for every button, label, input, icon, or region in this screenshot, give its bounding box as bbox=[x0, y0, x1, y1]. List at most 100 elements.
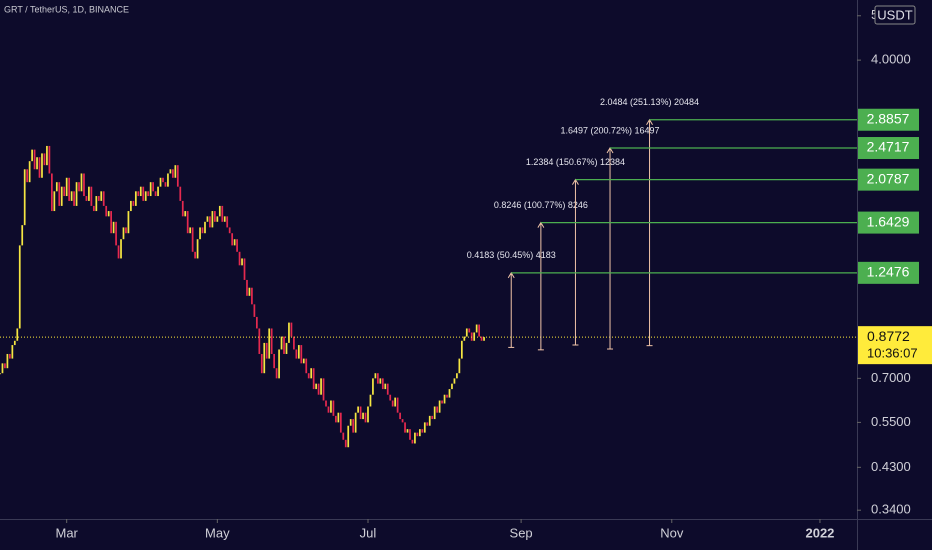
y-tick-label: 0.7000 bbox=[871, 370, 911, 385]
candle-body bbox=[317, 383, 320, 395]
candle-body bbox=[55, 182, 58, 192]
candle-body bbox=[159, 177, 162, 187]
measure-label: 1.6497 (200.72%) 16497 bbox=[560, 125, 659, 135]
candle-body bbox=[386, 383, 389, 395]
candle-body bbox=[473, 332, 476, 341]
candle-body bbox=[204, 221, 206, 234]
candle-body bbox=[456, 373, 458, 379]
candle-body bbox=[181, 200, 184, 217]
candle-body bbox=[374, 373, 377, 379]
candle-body bbox=[144, 191, 147, 201]
candle-body bbox=[288, 322, 290, 343]
x-tick-label: May bbox=[205, 525, 230, 540]
x-tick-label: Jul bbox=[360, 525, 377, 540]
measure-label: 1.2384 (150.67%) 12384 bbox=[526, 157, 625, 167]
candle-body bbox=[391, 400, 394, 407]
candle-body bbox=[102, 191, 105, 206]
candle-body bbox=[246, 279, 248, 296]
candle-body bbox=[58, 182, 61, 206]
level-label: 2.8857 bbox=[867, 110, 910, 126]
candle-body bbox=[478, 324, 480, 337]
candle-body bbox=[342, 432, 345, 440]
candle-body bbox=[191, 227, 194, 252]
candle-body bbox=[23, 169, 26, 226]
x-tick-label: 2022 bbox=[805, 525, 834, 540]
candle-body bbox=[80, 173, 83, 192]
candle-body bbox=[315, 383, 317, 390]
candle-body bbox=[162, 177, 164, 183]
candle-body bbox=[404, 422, 406, 433]
candle-body bbox=[233, 239, 236, 246]
candle-body bbox=[416, 432, 419, 437]
candle-body bbox=[18, 245, 21, 329]
candle-body bbox=[253, 304, 256, 317]
candle-body bbox=[251, 287, 253, 305]
candle-body bbox=[414, 432, 416, 444]
candle-body bbox=[270, 328, 273, 354]
candle-body bbox=[431, 415, 434, 420]
candle-body bbox=[68, 177, 71, 201]
candle-body bbox=[0, 373, 1, 375]
level-label-box bbox=[858, 211, 919, 234]
candle-body bbox=[85, 196, 88, 201]
candle-body bbox=[186, 211, 189, 234]
measure-arrow bbox=[507, 271, 515, 348]
candle-body bbox=[465, 328, 468, 337]
candle-body bbox=[189, 227, 192, 234]
candle-body bbox=[349, 419, 352, 426]
candle-body bbox=[78, 182, 80, 192]
candle-body bbox=[409, 429, 411, 440]
candle-body bbox=[176, 165, 179, 187]
candle-body bbox=[206, 216, 209, 222]
candle-body bbox=[381, 378, 384, 390]
candle-body bbox=[278, 349, 280, 379]
candle-body bbox=[377, 373, 379, 384]
candle-body bbox=[293, 336, 295, 350]
candle-body bbox=[174, 165, 177, 178]
candle-body bbox=[369, 394, 372, 407]
candle-body bbox=[305, 358, 308, 374]
candle-body bbox=[347, 425, 350, 448]
candle-body bbox=[418, 429, 421, 437]
candle-body bbox=[36, 157, 38, 170]
candle-body bbox=[344, 439, 347, 448]
candle-body bbox=[43, 153, 46, 166]
candle-body bbox=[255, 316, 258, 329]
candle-body bbox=[332, 400, 335, 416]
candle-body bbox=[194, 251, 196, 259]
candle-body bbox=[451, 383, 453, 390]
candle-body bbox=[243, 258, 246, 280]
level-label-box bbox=[858, 261, 919, 284]
candle-body bbox=[120, 239, 122, 259]
candle-body bbox=[463, 336, 466, 341]
x-tick-label: Sep bbox=[510, 525, 533, 540]
candle-body bbox=[399, 412, 401, 420]
candle-body bbox=[263, 342, 266, 374]
candle-body bbox=[295, 349, 298, 359]
candle-body bbox=[149, 182, 152, 197]
candle-body bbox=[327, 406, 330, 413]
candle-body bbox=[11, 345, 14, 359]
candle-body bbox=[406, 429, 409, 433]
candle-body bbox=[475, 324, 478, 333]
x-tick-label: Nov bbox=[660, 525, 684, 540]
last-price-label: 0.8772 bbox=[867, 328, 910, 344]
measure-label: 0.8246 (100.77%) 8246 bbox=[494, 200, 588, 210]
candle-body bbox=[325, 400, 327, 407]
candle-body bbox=[460, 340, 463, 359]
candle-body bbox=[223, 216, 226, 222]
candle-body bbox=[241, 258, 243, 266]
candle-body bbox=[139, 186, 142, 197]
candle-body bbox=[117, 245, 120, 259]
candle-body bbox=[428, 415, 431, 426]
candle-body bbox=[394, 397, 397, 407]
candle-body bbox=[142, 186, 145, 201]
candle-body bbox=[147, 191, 150, 197]
candle-body bbox=[122, 227, 125, 240]
measure-arrow bbox=[537, 221, 545, 350]
candle-body bbox=[53, 191, 56, 212]
candle-body bbox=[199, 227, 201, 240]
candle-body bbox=[228, 227, 231, 234]
candle-body bbox=[38, 157, 41, 178]
